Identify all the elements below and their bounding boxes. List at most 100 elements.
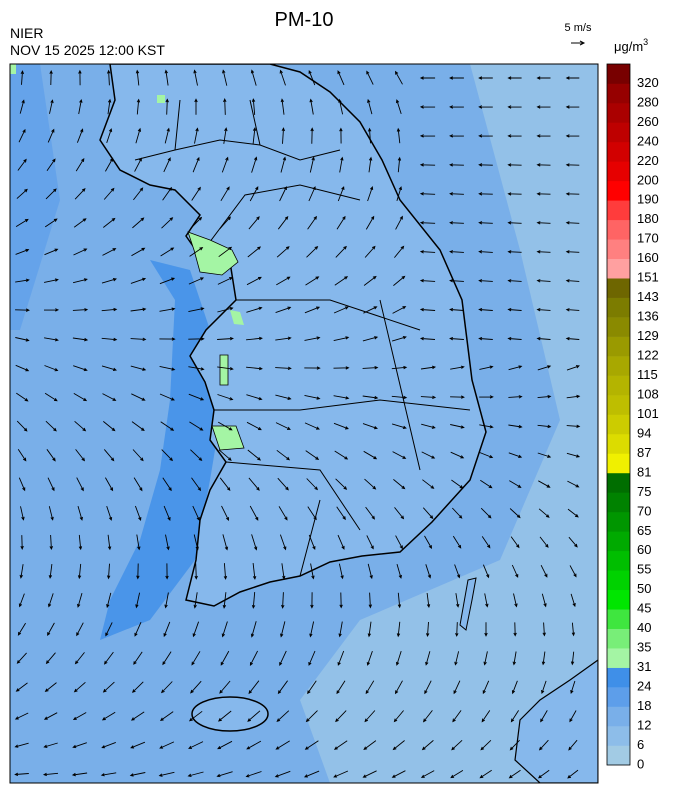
wind-arrow xyxy=(276,276,291,286)
wind-arrow xyxy=(106,505,113,521)
colorbar-box xyxy=(607,297,630,318)
wind-arrow xyxy=(536,279,551,283)
wind-arrow xyxy=(163,505,171,521)
wind-arrow xyxy=(566,365,580,371)
wind-arrow xyxy=(507,163,522,167)
wind-arrow xyxy=(421,423,436,429)
wind-arrow xyxy=(565,134,580,138)
wind-arrow xyxy=(540,564,548,578)
wind-arrow xyxy=(568,536,578,548)
wind-arrow xyxy=(451,739,463,751)
wind-arrow xyxy=(281,563,286,580)
wind-arrow xyxy=(565,308,580,312)
wind-arrow xyxy=(421,740,434,751)
wind-arrow xyxy=(135,69,140,86)
wind-arrow xyxy=(449,336,464,341)
wind-arrow xyxy=(246,421,262,431)
wind-arrow xyxy=(217,366,234,371)
wind-arrow xyxy=(424,535,433,549)
wind-arrow xyxy=(20,70,25,85)
wind-arrow xyxy=(538,508,550,518)
colorbar-label: 240 xyxy=(637,133,659,148)
wind-arrow xyxy=(15,218,29,227)
wind-arrow xyxy=(163,621,171,638)
wind-arrow xyxy=(130,337,147,342)
wind-arrow xyxy=(478,163,493,167)
wind-arrow xyxy=(222,69,228,86)
wind-arrow xyxy=(304,422,320,430)
wind-arrow xyxy=(455,622,459,637)
wind-arrow xyxy=(537,769,550,779)
wind-arrow xyxy=(367,563,373,580)
wind-arrow xyxy=(419,105,436,109)
wind-arrow xyxy=(222,592,227,609)
wind-arrow xyxy=(333,336,350,342)
wind-arrow xyxy=(19,99,25,114)
wind-arrow xyxy=(337,650,345,666)
wind-arrow xyxy=(569,565,577,578)
wind-arrow xyxy=(419,278,436,283)
wind-arrow xyxy=(159,393,175,401)
wind-arrow xyxy=(450,770,464,779)
colorbar-label: 18 xyxy=(637,698,651,713)
wind-arrow xyxy=(246,306,263,313)
wind-arrow xyxy=(189,421,204,431)
wind-arrow xyxy=(72,712,87,721)
wind-arrow xyxy=(44,248,59,256)
colorbar-box xyxy=(607,258,630,279)
colorbar-label: 75 xyxy=(637,484,651,499)
wind-arrow xyxy=(46,158,56,172)
wind-arrow xyxy=(565,105,580,109)
wind-arrow xyxy=(78,99,83,115)
colorbar-label: 151 xyxy=(637,270,659,285)
wind-arrow xyxy=(162,477,172,492)
wind-arrow xyxy=(217,306,234,313)
wind-arrow xyxy=(73,365,88,372)
wind-arrow xyxy=(478,221,493,225)
wind-arrow xyxy=(275,336,292,341)
wind-arrow xyxy=(565,336,580,341)
wind-arrow xyxy=(188,337,205,341)
wind-arrow xyxy=(45,188,57,200)
wind-arrow xyxy=(509,480,522,488)
wind-arrow xyxy=(193,534,199,551)
legend-unit: μg/m3 xyxy=(614,37,648,54)
wind-arrow xyxy=(219,477,231,492)
wind-arrow xyxy=(217,336,234,341)
wind-arrow xyxy=(134,622,142,637)
wind-arrow xyxy=(365,506,376,520)
wind-arrow xyxy=(17,622,26,636)
wind-arrow xyxy=(367,621,372,638)
wind-arrow xyxy=(245,771,262,778)
wind-arrow xyxy=(189,246,204,257)
wind-arrow xyxy=(337,534,345,550)
wind-arrow xyxy=(276,246,290,258)
wind-arrow xyxy=(508,769,521,779)
colorbar-box xyxy=(607,667,630,688)
wind-arrow xyxy=(159,307,176,312)
wind-arrow xyxy=(481,710,491,723)
wind-arrow xyxy=(304,740,319,750)
wind-arrow xyxy=(72,278,88,284)
wind-arrow xyxy=(191,186,201,201)
wind-arrow xyxy=(16,392,29,402)
wind-arrow xyxy=(158,771,175,777)
wind-arrow xyxy=(16,420,28,432)
wind-arrow xyxy=(276,449,291,461)
wind-arrow xyxy=(191,477,202,492)
wind-arrow xyxy=(73,393,88,402)
wind-arrow xyxy=(20,535,24,550)
wind-arrow xyxy=(44,392,58,402)
wind-arrow xyxy=(367,127,372,144)
wind-arrow xyxy=(77,563,82,580)
colorbar-label: 24 xyxy=(637,679,651,694)
wind-arrow xyxy=(47,477,55,492)
wind-arrow xyxy=(249,505,259,521)
unit-base: μg/m xyxy=(614,39,643,54)
wind-arrow xyxy=(217,394,234,401)
wind-arrow xyxy=(419,307,436,312)
wind-arrow xyxy=(335,478,348,490)
wind-arrow xyxy=(43,742,58,748)
wind-arrow xyxy=(15,364,30,372)
wind-arrow xyxy=(304,394,321,400)
